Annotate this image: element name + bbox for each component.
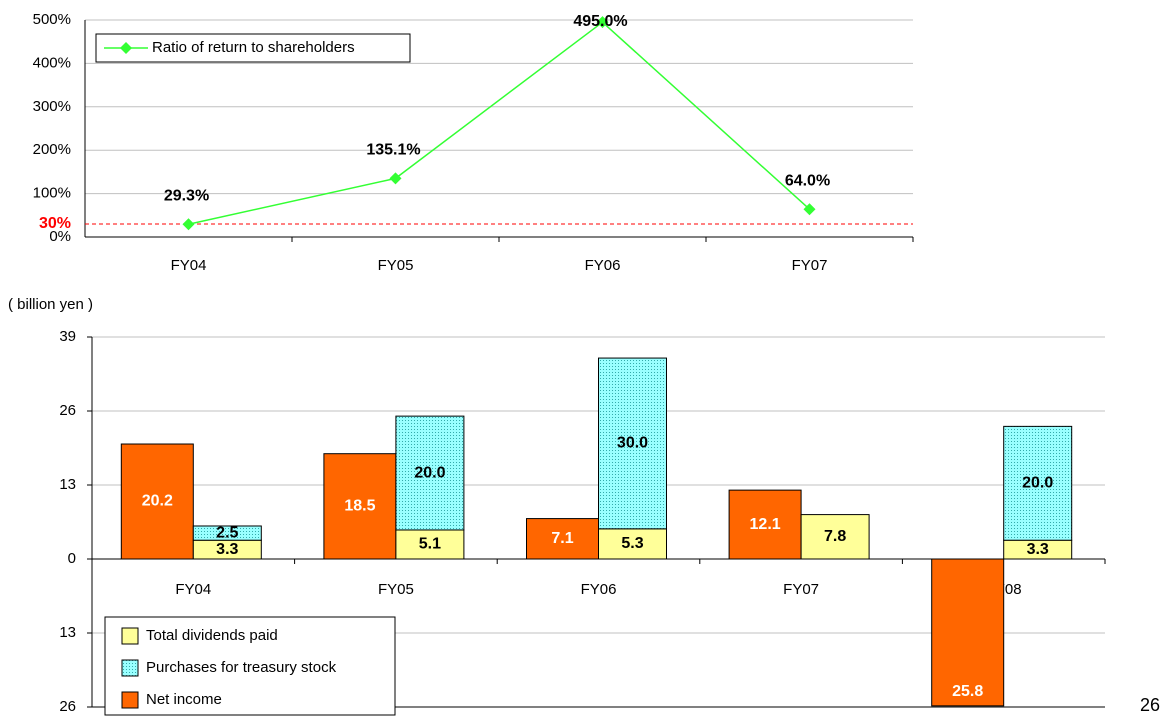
marker (803, 203, 816, 216)
legend-label: Purchases for treasury stock (146, 659, 337, 676)
bar (120, 443, 194, 560)
bar (800, 514, 870, 560)
y-tick-label: 13 (59, 624, 76, 641)
data-label: 20.0 (1022, 475, 1053, 492)
data-label: 5.3 (621, 535, 643, 552)
bar (395, 529, 465, 560)
bar (395, 415, 465, 531)
x-tick-label: FY04 (171, 257, 207, 274)
y-axis-label: ( billion yen ) (8, 296, 93, 313)
marker (182, 218, 195, 231)
legend-box (104, 616, 396, 716)
bar (323, 453, 397, 560)
data-label: 64.0% (785, 172, 830, 189)
x-tick-label: FY07 (792, 257, 828, 274)
data-label: 7.1 (551, 530, 573, 547)
y-tick-label: 39 (59, 328, 76, 345)
legend-swatch (121, 691, 139, 709)
y-tick-label: 300% (33, 98, 71, 115)
x-tick-label: FY06 (581, 581, 617, 598)
data-label: 495.0% (573, 13, 627, 30)
bar (526, 518, 599, 560)
data-label: 12.1 (750, 516, 781, 533)
legend-label: Ratio of return to shareholders (152, 39, 355, 56)
y-tick-label: 500% (33, 11, 71, 28)
legend-label: Total dividends paid (146, 627, 278, 644)
data-label: 3.3 (216, 541, 238, 558)
bar (1003, 425, 1073, 541)
legend-label: Net income (146, 691, 222, 708)
y-tick-label: 200% (33, 141, 71, 158)
y-tick-label: 26 (59, 698, 76, 715)
data-label: 18.5 (344, 498, 375, 515)
data-label: 135.1% (366, 142, 420, 159)
y-tick-label: 100% (33, 185, 71, 202)
data-label: 20.0 (414, 464, 445, 481)
x-tick-label: FY07 (783, 581, 819, 598)
y-tick-label: 0% (49, 228, 71, 245)
x-tick-label: FY05 (378, 581, 414, 598)
data-label: 3.3 (1027, 541, 1049, 558)
legend-marker (120, 42, 132, 54)
y-tick-label: 400% (33, 54, 71, 71)
reference-label: 30% (39, 215, 71, 232)
x-tick-label: FY06 (585, 257, 621, 274)
data-label: 5.1 (419, 536, 441, 553)
line (188, 21, 811, 226)
data-label: 20.2 (142, 493, 173, 510)
x-tick-label: FY05 (378, 257, 414, 274)
data-label: 30.0 (617, 435, 648, 452)
data-label: 2.5 (216, 524, 238, 541)
data-label: 29.3% (164, 188, 209, 205)
marker (389, 172, 402, 185)
y-tick-label: 13 (59, 476, 76, 493)
bar (598, 528, 667, 560)
marker (596, 16, 609, 29)
legend-box (95, 33, 411, 63)
page-number: 26 (1140, 695, 1160, 715)
data-label: 7.8 (824, 528, 846, 545)
data-label: 25.8 (952, 683, 983, 700)
legend-swatch (121, 659, 139, 677)
bar (192, 525, 262, 541)
bar (931, 558, 1005, 707)
y-tick-label: 26 (59, 402, 76, 419)
y-tick-label: 0 (68, 550, 76, 567)
bar (598, 357, 667, 530)
legend-swatch (121, 627, 139, 645)
x-tick-label: FY04 (175, 581, 211, 598)
